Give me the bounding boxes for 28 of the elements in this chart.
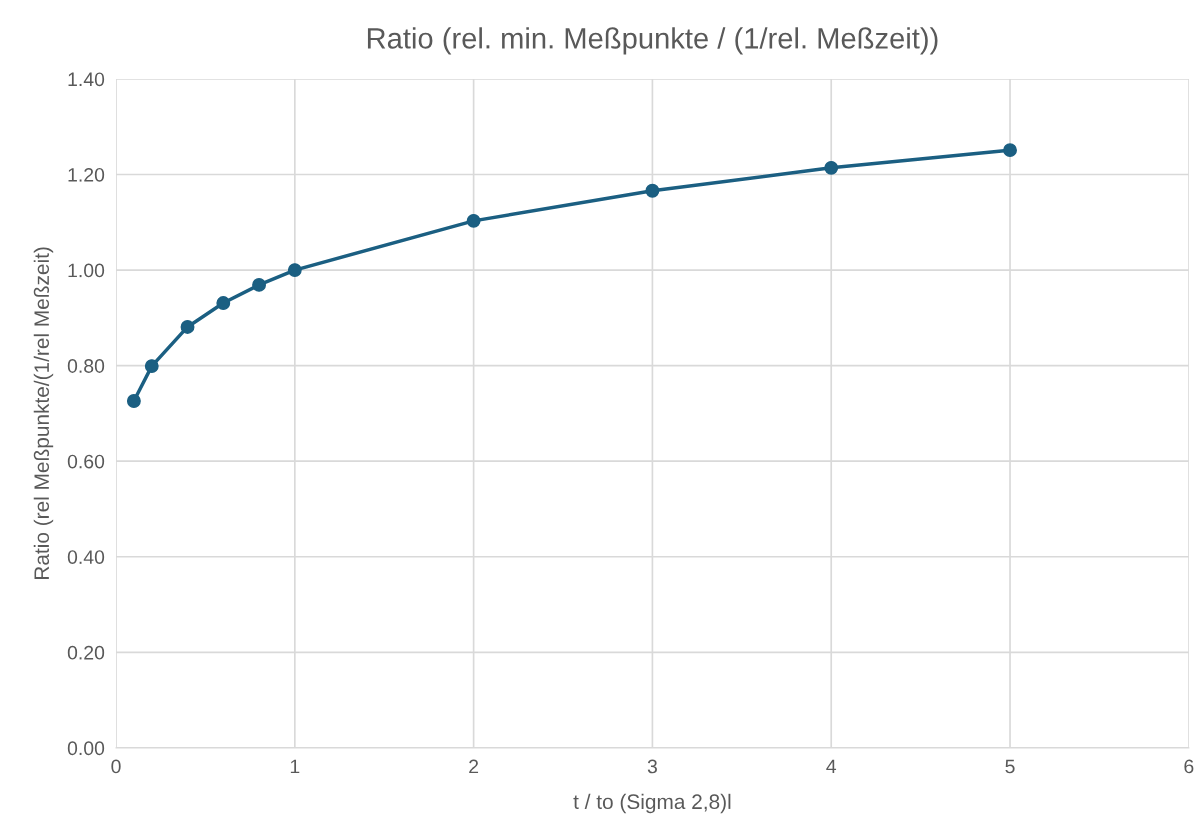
point [126,394,141,408]
x-tick-label: 3 [647,759,657,774]
y-tick-label: 0.00 [67,741,105,756]
chart-title: Ratio (rel. min. Meßpunkte / (1/rel. Meßzeit)) [367,27,938,55]
point [466,213,481,228]
y-tick-label: 0.80 [67,359,105,373]
point [144,359,159,374]
point [252,277,266,292]
y-tick-label: 0.20 [67,645,105,660]
x-tick-label: 0 [111,759,121,774]
point [645,183,660,198]
y-tick-label: 0.60 [67,454,105,469]
point [287,263,302,278]
point [1003,143,1017,158]
point [180,319,195,334]
y-tick-label: 1.20 [68,167,105,182]
x-axis-title: t / to (Sigma 2,8)l [573,793,731,814]
x-tick-label: 1 [290,759,300,774]
y-tick-label: 1.00 [68,263,105,278]
point [824,160,839,175]
x-tick-label: 2 [469,759,479,774]
y-tick-label: 0.40 [67,550,105,565]
y-axis-title: Ratio (rel Meßpunkte/(1/rel Meßzeit) [33,247,54,579]
x-tick-label: 4 [826,759,837,774]
point [216,296,231,310]
y-tick-label: 1.40 [68,72,105,87]
x-tick-label: 6 [1184,759,1194,774]
x-tick-label: 5 [1005,759,1015,774]
